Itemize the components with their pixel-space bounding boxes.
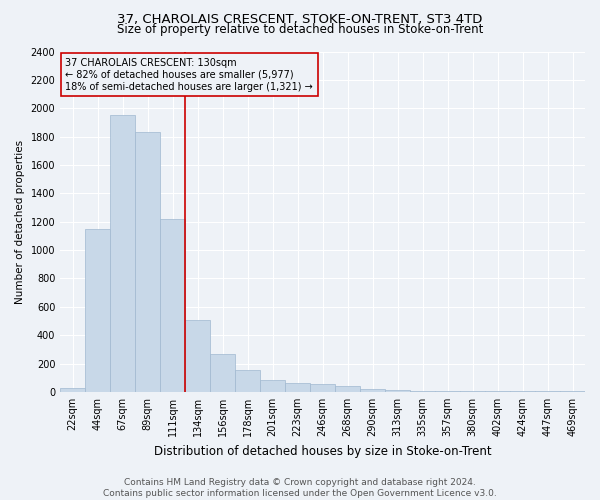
Text: Contains HM Land Registry data © Crown copyright and database right 2024.
Contai: Contains HM Land Registry data © Crown c…: [103, 478, 497, 498]
Bar: [60, 388, 85, 392]
Bar: [285, 384, 310, 392]
Bar: [185, 320, 210, 392]
Bar: [410, 390, 435, 392]
Bar: [535, 391, 560, 392]
Bar: [85, 229, 110, 392]
Bar: [335, 386, 360, 392]
Bar: [435, 390, 460, 392]
Text: Size of property relative to detached houses in Stoke-on-Trent: Size of property relative to detached ho…: [117, 22, 483, 36]
Text: 37, CHAROLAIS CRESCENT, STOKE-ON-TRENT, ST3 4TD: 37, CHAROLAIS CRESCENT, STOKE-ON-TRENT, …: [118, 12, 482, 26]
Text: 37 CHAROLAIS CRESCENT: 130sqm
← 82% of detached houses are smaller (5,977)
18% o: 37 CHAROLAIS CRESCENT: 130sqm ← 82% of d…: [65, 58, 313, 92]
Bar: [235, 370, 260, 392]
Bar: [360, 389, 385, 392]
Bar: [260, 380, 285, 392]
Bar: [160, 219, 185, 392]
Bar: [110, 116, 135, 392]
X-axis label: Distribution of detached houses by size in Stoke-on-Trent: Distribution of detached houses by size …: [154, 444, 491, 458]
Bar: [460, 391, 485, 392]
Bar: [310, 384, 335, 392]
Bar: [485, 391, 510, 392]
Bar: [560, 391, 585, 392]
Bar: [385, 390, 410, 392]
Y-axis label: Number of detached properties: Number of detached properties: [15, 140, 25, 304]
Bar: [510, 391, 535, 392]
Bar: [210, 354, 235, 392]
Bar: [135, 132, 160, 392]
